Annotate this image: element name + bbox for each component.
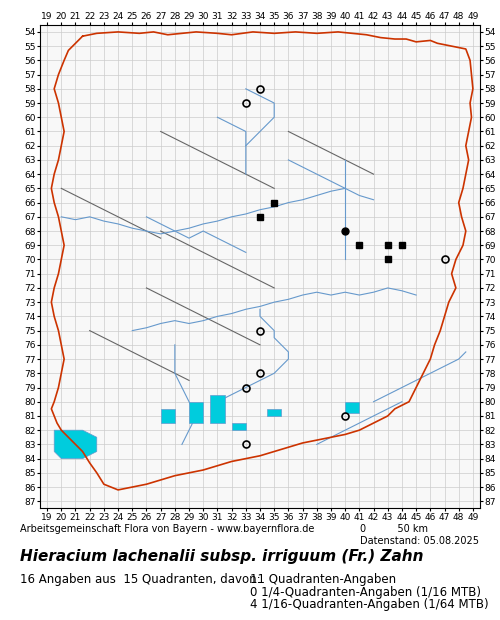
Polygon shape xyxy=(210,394,224,423)
Polygon shape xyxy=(232,423,246,430)
Text: Datenstand: 05.08.2025: Datenstand: 05.08.2025 xyxy=(360,536,479,546)
Text: 0 1/4-Quadranten-Angaben (1/16 MTB): 0 1/4-Quadranten-Angaben (1/16 MTB) xyxy=(250,586,481,599)
Polygon shape xyxy=(189,402,203,423)
Text: 4 1/16-Quadranten-Angaben (1/64 MTB): 4 1/16-Quadranten-Angaben (1/64 MTB) xyxy=(250,598,488,611)
Polygon shape xyxy=(160,409,175,423)
Polygon shape xyxy=(267,409,281,416)
Text: Hieracium lachenalii subsp. irriguum (Fr.) Zahn: Hieracium lachenalii subsp. irriguum (Fr… xyxy=(20,549,423,564)
Text: 0          50 km: 0 50 km xyxy=(360,524,428,534)
Text: 16 Angaben aus  15 Quadranten, davon:: 16 Angaben aus 15 Quadranten, davon: xyxy=(20,574,260,587)
Polygon shape xyxy=(345,402,360,413)
Text: Arbeitsgemeinschaft Flora von Bayern - www.bayernflora.de: Arbeitsgemeinschaft Flora von Bayern - w… xyxy=(20,524,314,534)
Polygon shape xyxy=(54,430,97,459)
Text: 11 Quadranten-Angaben: 11 Quadranten-Angaben xyxy=(250,574,396,587)
